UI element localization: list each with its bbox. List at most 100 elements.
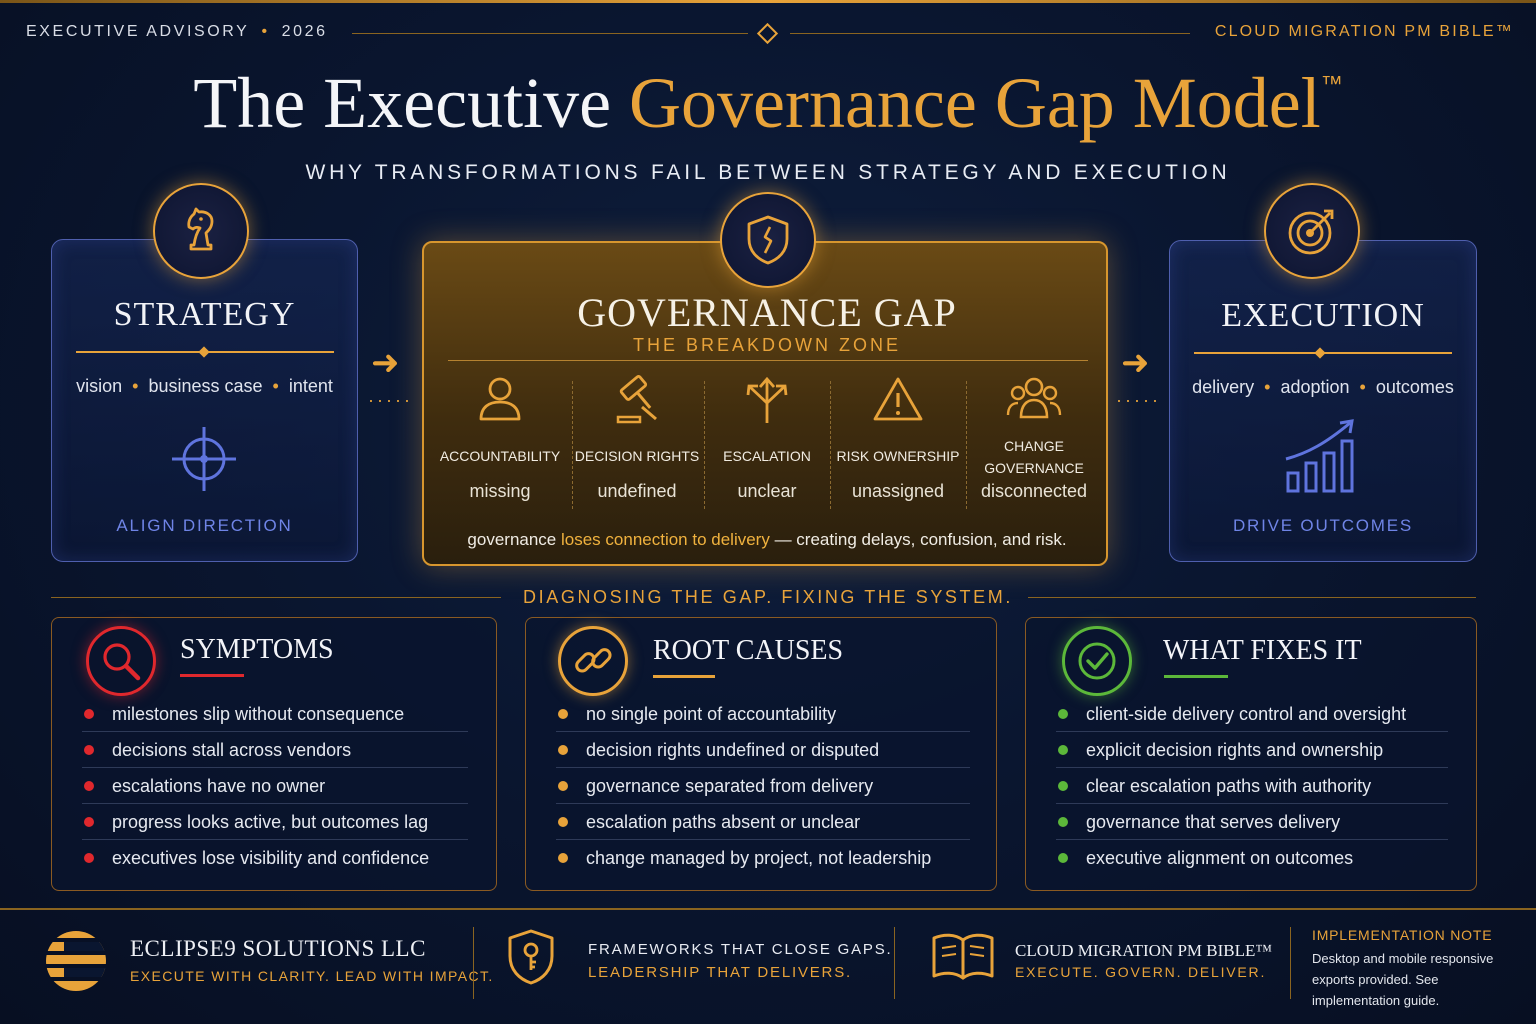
footer-tagline-2: LEADERSHIP THAT DELIVERS. xyxy=(588,964,852,981)
footer-rule xyxy=(0,908,1536,910)
header-rule-right xyxy=(790,33,1190,34)
gap-value-escalation: unclear xyxy=(737,481,797,501)
footer-divider xyxy=(1290,927,1291,999)
header-diamond xyxy=(756,22,779,45)
fixes-underline xyxy=(1164,675,1228,678)
implementation-note-text: Desktop and mobile responsive exports pr… xyxy=(1312,951,1494,1008)
implementation-note-title: IMPLEMENTATION NOTE xyxy=(1312,927,1493,943)
dots-left: ····· xyxy=(368,390,413,410)
dots-right: ····· xyxy=(1116,390,1161,410)
list-item: escalations have no owner xyxy=(82,768,468,804)
check-circle-icon xyxy=(1078,642,1116,680)
gap-label-escalation: ESCALATION xyxy=(723,448,811,464)
growth-chart-icon xyxy=(1285,419,1354,493)
root-causes-title: ROOT CAUSES xyxy=(653,635,844,666)
execution-tags: delivery • adoption • outcomes xyxy=(1192,377,1454,397)
execution-rule-diamond xyxy=(1314,347,1326,359)
fixes-title: WHAT FIXES IT xyxy=(1163,635,1362,666)
gap-value-change-governance: disconnected xyxy=(980,481,1088,501)
list-item: milestones slip without consequence xyxy=(82,696,468,732)
target-arrow-icon xyxy=(1288,209,1334,255)
page-title: The Executive Governance Gap Model™ xyxy=(193,63,1343,143)
list-item: escalation paths absent or unclear xyxy=(556,804,970,840)
gap-title: GOVERNANCE GAP xyxy=(577,290,957,335)
gap-column-risk-ownership: RISK OWNERSHIP unassigned xyxy=(832,373,964,513)
open-book-icon xyxy=(932,933,994,980)
root-causes-badge xyxy=(558,626,628,696)
list-item: decision rights undefined or disputed xyxy=(556,732,970,768)
root-causes-underline xyxy=(653,675,715,678)
strategy-rule-diamond xyxy=(198,346,210,358)
symptoms-badge xyxy=(86,626,156,696)
strategy-title: STRATEGY xyxy=(113,296,296,333)
shield-key-icon xyxy=(508,929,554,985)
gap-column-accountability: ACCOUNTABILITY missing xyxy=(432,373,568,513)
gap-divider xyxy=(966,381,967,509)
gavel-icon xyxy=(616,375,657,424)
chess-knight-icon xyxy=(187,207,214,251)
symptoms-list: milestones slip without consequence deci… xyxy=(82,696,468,876)
list-item: progress looks active, but outcomes lag xyxy=(82,804,468,840)
warning-icon xyxy=(873,377,923,421)
gap-label-change-governance: CHANGE GOVERNANCE xyxy=(984,438,1084,476)
strategy-badge xyxy=(153,183,249,279)
person-icon xyxy=(479,377,521,421)
gap-label-decision-rights: DECISION RIGHTS xyxy=(574,448,700,464)
header-right-label: CLOUD MIGRATION PM BIBLE™ xyxy=(1214,23,1514,40)
page-subtitle: WHY TRANSFORMATIONS FAIL BETWEEN STRATEG… xyxy=(305,161,1231,184)
gap-label-accountability: ACCOUNTABILITY xyxy=(439,448,561,464)
company-tagline: EXECUTE WITH CLARITY. LEAD WITH IMPACT. xyxy=(130,968,494,984)
arrow-gap-to-execution: ➜ xyxy=(1121,344,1150,382)
header-rule-left xyxy=(352,33,748,34)
gap-column-change-governance: CHANGE GOVERNANCE disconnected xyxy=(968,373,1100,513)
list-item: change managed by project, not leadershi… xyxy=(556,840,970,876)
gap-value-accountability: missing xyxy=(469,481,531,501)
execution-footer: DRIVE OUTCOMES xyxy=(1232,516,1414,535)
diagnosing-divider-label: DIAGNOSING THE GAP. FIXING THE SYSTEM. xyxy=(523,587,1013,607)
list-item: explicit decision rights and ownership xyxy=(1056,732,1448,768)
gap-value-risk-ownership: unassigned xyxy=(851,481,945,501)
strategy-footer: ALIGN DIRECTION xyxy=(116,516,293,535)
footer-divider xyxy=(894,927,895,999)
execution-card: EXECUTION delivery • adoption • outcomes DRI… xyxy=(1169,240,1477,562)
list-item: executives lose visibility and confidenc… xyxy=(82,840,468,876)
company-name: ECLIPSE9 SOLUTIONS LLC xyxy=(130,936,426,961)
gap-note: governance loses connection to delivery … xyxy=(467,530,1067,549)
root-causes-panel: ROOT CAUSES no single point of accountab… xyxy=(525,617,997,891)
footer-tagline-1: FRAMEWORKS THAT CLOSE GAPS. xyxy=(588,941,893,958)
list-item: governance that serves delivery xyxy=(1056,804,1448,840)
gap-divider xyxy=(704,381,705,509)
list-item: governance separated from delivery xyxy=(556,768,970,804)
shield-crack-icon xyxy=(747,215,789,265)
gap-value-decision-rights: undefined xyxy=(597,481,677,501)
arrow-strategy-to-gap: ➜ xyxy=(371,344,400,382)
list-item: no single point of accountability xyxy=(556,696,970,732)
people-group-icon xyxy=(1006,377,1062,419)
execution-badge xyxy=(1264,183,1360,279)
symptoms-panel: SYMPTOMS milestones slip without consequ… xyxy=(51,617,497,891)
book-tagline: EXECUTE. GOVERN. DELIVER. xyxy=(1015,964,1267,980)
split-arrows-icon xyxy=(746,376,788,423)
symptoms-title: SYMPTOMS xyxy=(180,634,334,665)
list-item: executive alignment on outcomes xyxy=(1056,840,1448,876)
footer-divider xyxy=(473,927,474,999)
gap-badge xyxy=(720,192,816,288)
list-item: decisions stall across vendors xyxy=(82,732,468,768)
diag-rule-right xyxy=(1028,597,1476,598)
list-item: clear escalation paths with authority xyxy=(1056,768,1448,804)
gap-label-risk-ownership: RISK OWNERSHIP xyxy=(836,448,960,464)
magnifier-icon xyxy=(103,643,141,681)
top-accent-line xyxy=(0,0,1536,3)
gap-subtitle: THE BREAKDOWN ZONE xyxy=(632,335,901,355)
fixes-badge xyxy=(1062,626,1132,696)
crosshair-icon xyxy=(172,427,236,491)
diag-rule-left xyxy=(51,597,501,598)
book-name: CLOUD MIGRATION PM BIBLE™ xyxy=(1015,941,1273,960)
list-item: client-side delivery control and oversig… xyxy=(1056,696,1448,732)
company-logo xyxy=(46,931,106,991)
broken-link-icon xyxy=(575,648,612,673)
root-causes-list: no single point of accountability decisi… xyxy=(556,696,970,876)
governance-gap-card: GOVERNANCE GAP THE BREAKDOWN ZONE ACCOUN… xyxy=(422,241,1108,566)
symptoms-underline xyxy=(180,674,244,677)
gap-divider xyxy=(830,381,831,509)
